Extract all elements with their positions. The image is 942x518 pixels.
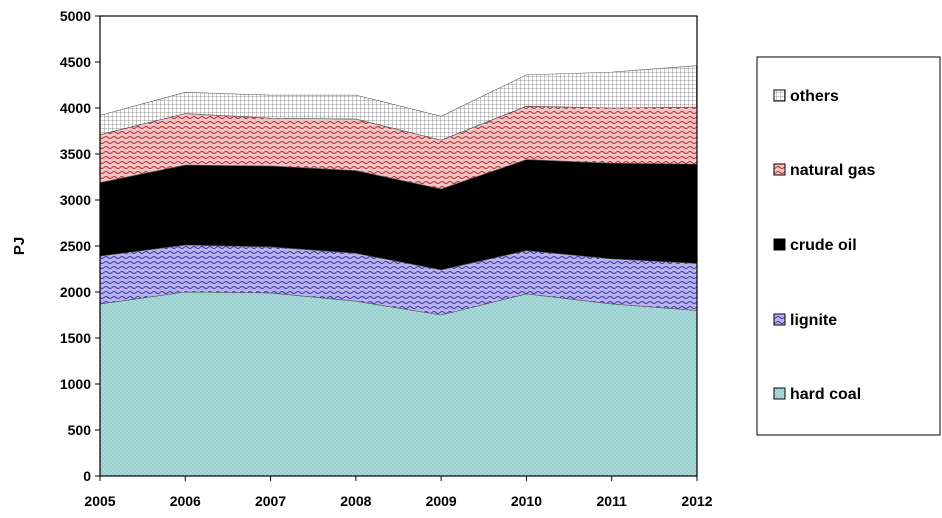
- legend-label-others: others: [790, 88, 839, 105]
- legend-label-crude-oil: crude oil: [790, 237, 857, 254]
- legend: others natural gas crude oil lignite hard co…: [756, 56, 941, 436]
- y-tick-label: 3000: [60, 192, 91, 208]
- x-tick-label: 2006: [170, 493, 201, 509]
- legend-swatch-hard-coal: [773, 387, 786, 400]
- legend-label-natural-gas: natural gas: [790, 162, 875, 179]
- plot-area: [99, 65, 698, 477]
- y-tick-label: 1500: [60, 330, 91, 346]
- y-tick-label: 0: [83, 468, 91, 484]
- axes: 0 500 1000 1500 2000 2500 3000 3500 4000 4500 5000…: [11, 8, 713, 509]
- legend-swatch-crude-oil: [773, 238, 786, 251]
- x-tick-label: 2005: [84, 493, 115, 509]
- legend-swatch-lignite: [773, 313, 786, 326]
- y-tick-label: 4000: [60, 100, 91, 116]
- x-tick-label: 2011: [597, 493, 628, 509]
- legend-swatch-natural-gas: [773, 163, 786, 176]
- legend-box: [756, 56, 941, 436]
- y-tick-label: 4500: [60, 54, 91, 70]
- x-tick-label: 2007: [255, 493, 286, 509]
- x-tick-label: 2012: [681, 493, 712, 509]
- area-hard-coal: [99, 291, 698, 477]
- y-tick-label: 2000: [60, 284, 91, 300]
- y-tick-label: 2500: [60, 238, 91, 254]
- y-tick-label: 500: [68, 422, 92, 438]
- legend-swatch-others: [773, 89, 786, 102]
- y-tick-label: 1000: [60, 376, 91, 392]
- x-tick-label: 2008: [340, 493, 371, 509]
- y-tick-label: 3500: [60, 146, 91, 162]
- y-axis-label: PJ: [11, 237, 28, 255]
- x-tick-label: 2010: [511, 493, 542, 509]
- legend-label-lignite: lignite: [790, 312, 837, 329]
- x-tick-label: 2009: [426, 493, 457, 509]
- legend-label-hard-coal: hard coal: [790, 386, 861, 403]
- y-tick-label: 5000: [60, 8, 91, 24]
